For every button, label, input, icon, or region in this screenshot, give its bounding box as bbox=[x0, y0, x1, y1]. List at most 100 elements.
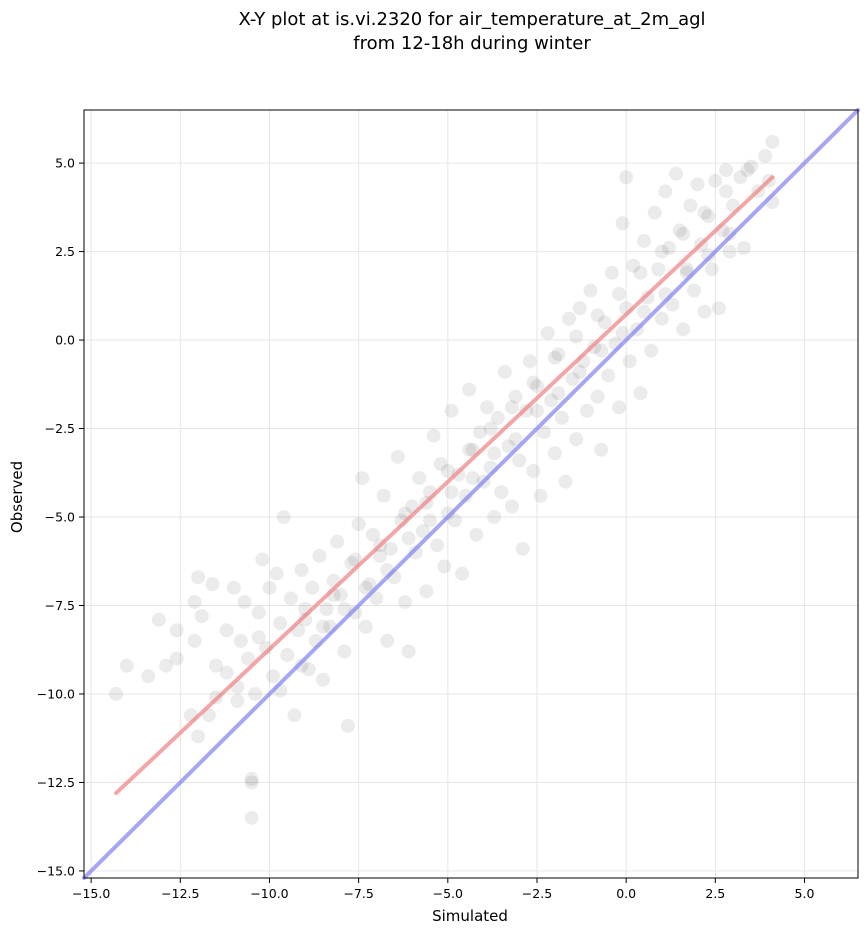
scatter-point bbox=[301, 662, 316, 677]
scatter-point bbox=[244, 775, 259, 790]
scatter-point bbox=[565, 371, 580, 386]
scatter-point bbox=[572, 364, 587, 379]
scatter-point bbox=[487, 446, 502, 461]
scatter-point bbox=[244, 771, 259, 786]
scatter-point bbox=[351, 517, 366, 532]
scatter-point bbox=[505, 499, 520, 514]
scatter-point bbox=[679, 262, 694, 277]
scatter-point bbox=[497, 364, 512, 379]
scatter-point bbox=[676, 226, 691, 241]
x-tick-label: 0.0 bbox=[616, 886, 636, 901]
scatter-point bbox=[683, 198, 698, 213]
scatter-point bbox=[319, 602, 334, 617]
scatter-point bbox=[508, 432, 523, 447]
y-tick-label: −15.0 bbox=[37, 863, 75, 878]
scatter-point bbox=[401, 531, 416, 546]
scatter-point bbox=[430, 538, 445, 553]
scatter-point bbox=[287, 708, 302, 723]
chart-title-line1: X-Y plot at is.vi.2320 for air_temperatu… bbox=[238, 9, 705, 30]
scatter-point bbox=[159, 658, 174, 673]
scatter-point bbox=[526, 463, 541, 478]
scatter-point bbox=[501, 439, 516, 454]
x-tick-label: −5.0 bbox=[433, 886, 463, 901]
scatter-point bbox=[490, 410, 505, 425]
scatter-point bbox=[151, 612, 166, 627]
scatter-point bbox=[437, 559, 452, 574]
scatter-point bbox=[269, 566, 284, 581]
scatter-point bbox=[447, 513, 462, 528]
scatter-point bbox=[348, 605, 363, 620]
scatter-point bbox=[636, 233, 651, 248]
scatter-point bbox=[191, 729, 206, 744]
chart-title-line2: from 12-18h during winter bbox=[353, 33, 591, 54]
y-tick-label: −7.5 bbox=[45, 598, 75, 613]
scatter-point bbox=[330, 534, 345, 549]
x-axis-label: Simulated bbox=[432, 907, 508, 925]
scatter-point bbox=[401, 644, 416, 659]
y-axis-ticks: −15.0 −12.5 −10.0 −7.5 −5.0 −2.5 0.0 2.5 5.0 bbox=[37, 156, 84, 878]
scatter-point bbox=[604, 265, 619, 280]
x-axis-ticks: −15.0 −12.5 −10.0 −7.5 −5.0 −2.5 0.0 2.5 5.0 bbox=[72, 878, 814, 901]
scatter-point bbox=[273, 616, 288, 631]
scatter-point bbox=[701, 209, 716, 224]
scatter-point bbox=[669, 166, 684, 181]
scatter-point bbox=[569, 432, 584, 447]
scatter-point bbox=[369, 591, 384, 606]
scatter-point bbox=[362, 577, 377, 592]
scatter-point bbox=[733, 170, 748, 185]
x-tick-label: −10.0 bbox=[250, 886, 288, 901]
scatter-point bbox=[579, 403, 594, 418]
scatter-point bbox=[465, 471, 480, 486]
scatter-point bbox=[480, 400, 495, 415]
scatter-point bbox=[515, 541, 530, 556]
scatter-point bbox=[551, 347, 566, 362]
scatter-point bbox=[533, 488, 548, 503]
data-points bbox=[109, 134, 780, 825]
scatter-point bbox=[594, 442, 609, 457]
scatter-point bbox=[522, 354, 537, 369]
scatter-point bbox=[233, 633, 248, 648]
scatter-point bbox=[636, 304, 651, 319]
x-tick-label: −7.5 bbox=[343, 886, 373, 901]
scatter-point bbox=[194, 609, 209, 624]
scatter-point bbox=[294, 563, 309, 578]
scatter-point bbox=[765, 134, 780, 149]
grid-lines bbox=[84, 110, 858, 878]
scatter-point bbox=[390, 449, 405, 464]
scatter-point bbox=[455, 566, 470, 581]
scatter-point bbox=[187, 633, 202, 648]
scatter-point bbox=[569, 329, 584, 344]
scatter-point bbox=[740, 163, 755, 178]
scatter-point bbox=[505, 400, 520, 415]
scatter-point bbox=[708, 173, 723, 188]
scatter-point bbox=[554, 410, 569, 425]
scatter-point bbox=[487, 510, 502, 525]
scatter-point bbox=[647, 205, 662, 220]
y-tick-label: 0.0 bbox=[55, 333, 75, 348]
scatter-point bbox=[626, 258, 641, 273]
scatter-point bbox=[597, 315, 612, 330]
scatter-point bbox=[433, 456, 448, 471]
scatter-point bbox=[601, 368, 616, 383]
scatter-point bbox=[340, 718, 355, 733]
scatter-point bbox=[697, 205, 712, 220]
scatter-point bbox=[358, 580, 373, 595]
scatter-point bbox=[305, 580, 320, 595]
scatter-point bbox=[383, 541, 398, 556]
scatter-point bbox=[298, 612, 313, 627]
y-tick-label: 2.5 bbox=[55, 244, 75, 259]
scatter-point bbox=[119, 658, 134, 673]
scatter-point bbox=[665, 297, 680, 312]
scatter-point bbox=[208, 658, 223, 673]
x-tick-label: 2.5 bbox=[705, 886, 725, 901]
scatter-point bbox=[255, 552, 270, 567]
scatter-point bbox=[612, 400, 627, 415]
scatter-point bbox=[408, 545, 423, 560]
y-tick-label: 5.0 bbox=[55, 156, 75, 171]
scatter-point bbox=[426, 428, 441, 443]
scatter-point bbox=[469, 527, 484, 542]
y-tick-label: −10.0 bbox=[37, 686, 75, 701]
scatter-point bbox=[619, 170, 634, 185]
x-tick-label: −12.5 bbox=[161, 886, 199, 901]
scatter-point bbox=[415, 524, 430, 539]
